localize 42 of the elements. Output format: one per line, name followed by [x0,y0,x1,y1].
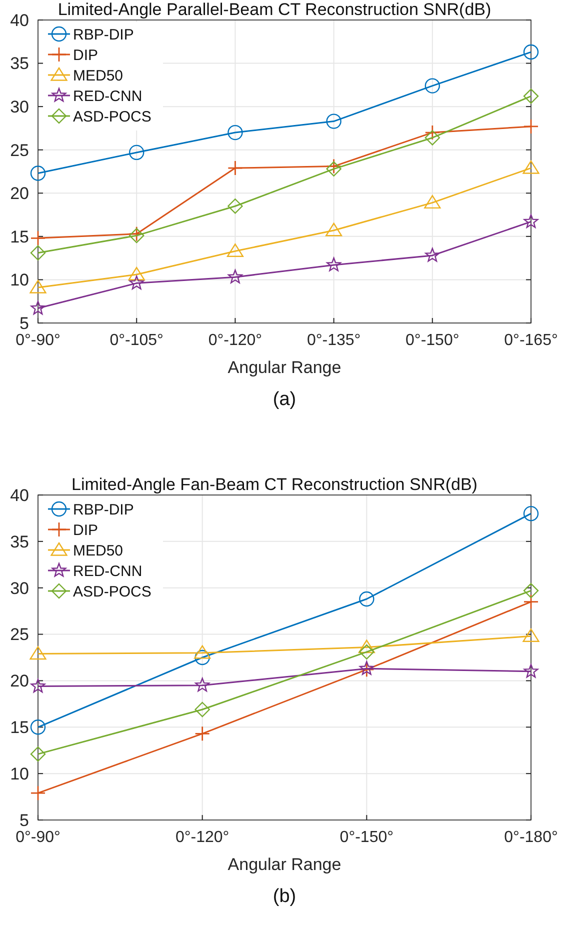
x-tick-label: 0°-180° [504,829,558,846]
x-tick-label: 0°-105° [110,332,164,349]
x-tick-label: 0°-120° [175,829,230,846]
y-tick-label: 20 [10,184,29,204]
x-tick-label: 0°-135° [306,332,361,349]
y-tick-label: 20 [10,672,29,691]
y-tick-label: 25 [10,625,29,644]
y-tick-label: 25 [10,140,29,160]
y-tick-label: 5 [20,314,29,333]
y-tick-label: 10 [10,270,29,290]
x-tick-label: 0°-90° [16,829,60,846]
x-axis-title: Angular Range [228,855,342,874]
legend-label: ASD-POCS [73,583,152,600]
text: (a) [272,389,296,410]
x-tick-label: 0°-120° [208,332,262,349]
legend-label: MED50 [73,67,124,84]
y-tick-label: 40 [10,10,29,30]
y-tick-label: 30 [10,98,29,117]
x-tick-label: 0°-150° [406,332,460,349]
text: (b) [272,886,296,907]
legend-label: RED-CNN [73,562,142,580]
y-tick-label: 10 [10,764,29,784]
x-tick-label: 0°-90° [16,332,60,349]
y-tick-label: 15 [10,718,29,738]
legend-label: DIP [73,46,98,64]
y-tick-label: 5 [20,810,29,830]
legend-label: DIP [73,522,98,539]
legend-label: RBP-DIP [73,501,134,518]
chart-title: Limited-Angle Parallel-Beam CT Reconstruction SNR(dB) [58,0,492,19]
x-tick-label: 0°-165° [504,332,558,349]
y-tick-label: 30 [10,578,29,598]
legend-label: ASD-POCS [73,108,152,126]
legend-label: RBP-DIP [73,26,134,44]
y-tick-label: 40 [10,486,29,505]
x-axis-title: Angular Range [228,358,342,377]
chart-title: Limited-Angle Fan-Beam CT Reconstruction SNR(dB) [72,475,478,494]
y-tick-label: 15 [10,227,29,246]
y-tick-label: 35 [10,532,29,552]
legend-label: MED50 [73,542,124,560]
y-tick-label: 35 [10,54,29,74]
legend-label: RED-CNN [73,88,142,105]
x-tick-label: 0°-150° [340,829,394,846]
